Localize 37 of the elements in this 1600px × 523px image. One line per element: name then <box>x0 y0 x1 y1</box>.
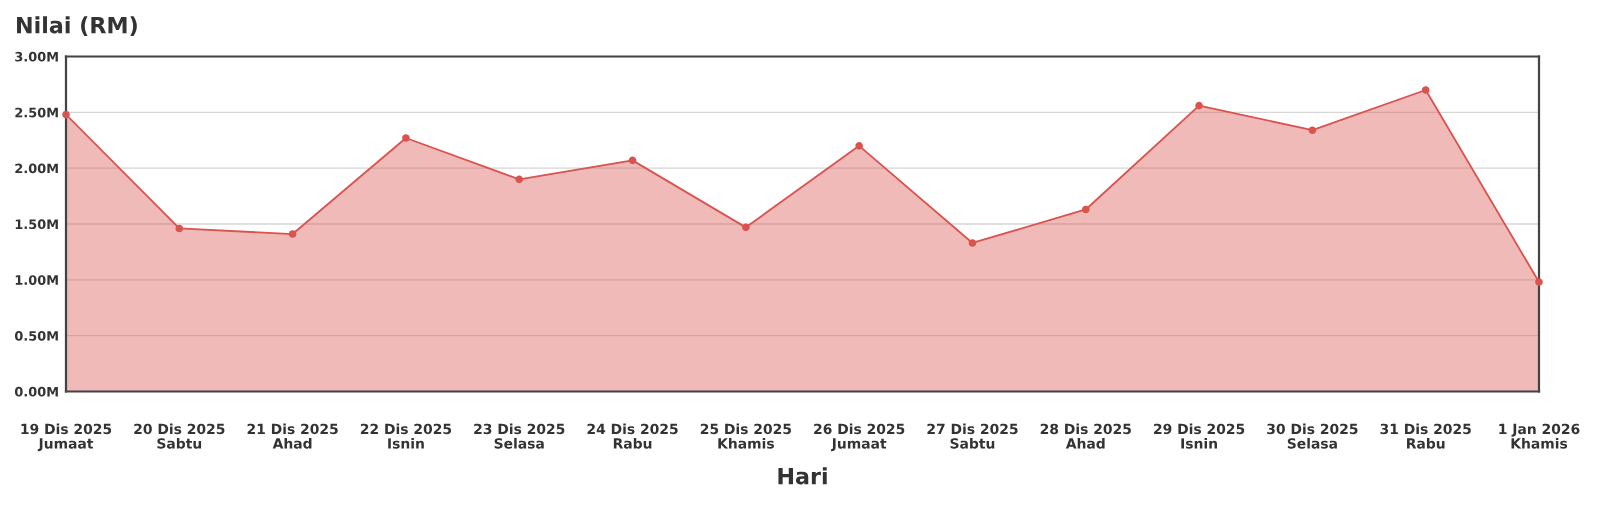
point <box>62 110 70 119</box>
point <box>1195 101 1203 110</box>
x-tick-label: 31 Dis 2025 Rabu <box>1380 423 1471 449</box>
point <box>175 224 184 233</box>
x-tick-label: 20 Dis 2025 Sabtu <box>134 423 225 449</box>
x-tick-label: 28 Dis 2025 Ahad <box>1040 423 1131 449</box>
point <box>402 134 410 142</box>
y-tick-label: 3.00M <box>15 51 58 62</box>
point <box>1535 278 1543 286</box>
x-tick-label: 1 Jan 2026 Khamis <box>1499 423 1580 449</box>
point <box>1421 86 1430 94</box>
y-tick-label: 1.00M <box>15 275 58 285</box>
x-tick-label: 25 Dis 2025 Khamis <box>700 423 791 449</box>
point <box>742 223 750 232</box>
x-tick-label: 30 Dis 2025 Selasa <box>1267 423 1358 449</box>
point <box>515 175 524 184</box>
x-tick-label: 27 Dis 2025 Sabtu <box>927 423 1018 449</box>
x-tick-label: 19 Dis 2025 Jumaat <box>21 423 112 452</box>
point <box>968 239 977 247</box>
y-tick-label: 2.50M <box>15 107 58 118</box>
x-tick-label: 21 Dis 2025 Ahad <box>247 423 338 449</box>
point <box>1081 205 1090 214</box>
y-tick-label: 0.50M <box>14 330 58 341</box>
x-tick-label: 23 Dis 2025 Selasa <box>474 423 565 449</box>
point <box>1308 126 1317 135</box>
x-tick-label: 24 Dis 2025 Rabu <box>587 423 678 449</box>
y-axis-title: Nilai (RM) <box>17 16 137 37</box>
y-tick-label: 0.00M <box>14 386 58 397</box>
point <box>628 156 637 165</box>
x-axis-title: Hari <box>778 467 827 485</box>
y-tick-label: 1.50M <box>15 219 58 230</box>
point <box>855 142 863 150</box>
y-tick-label: 2.00M <box>15 163 58 174</box>
x-tick-label: 29 Dis 2025 Isnin <box>1154 423 1245 449</box>
x-tick-label: 26 Dis 2025 Jumaat <box>814 423 905 452</box>
point <box>288 230 297 238</box>
x-tick-label: 22 Dis 2025 Isnin <box>360 423 452 449</box>
